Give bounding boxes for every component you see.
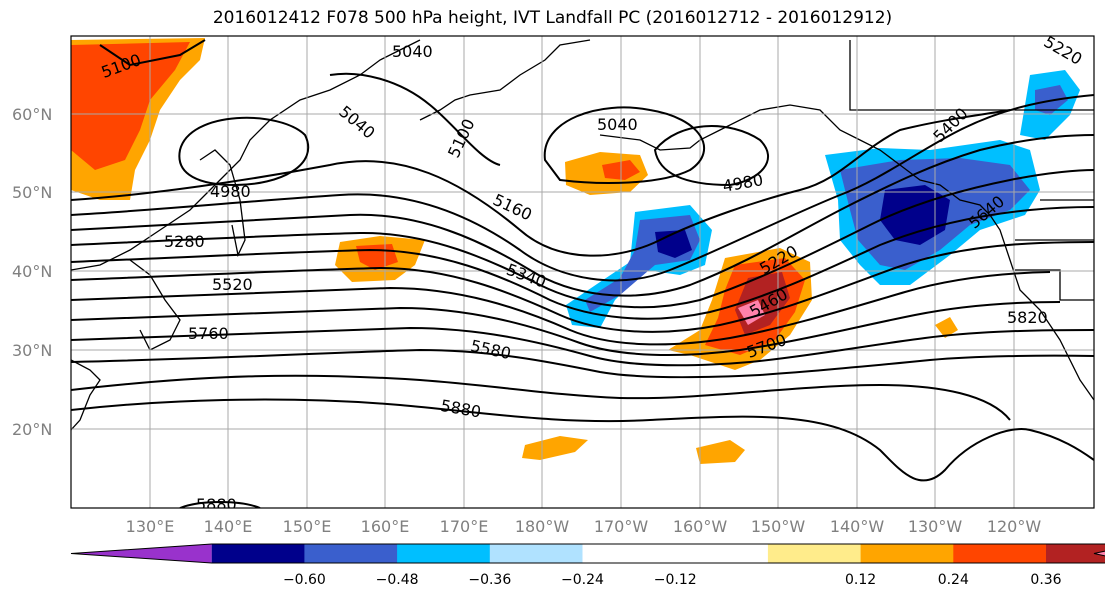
contour-label: 5820 (1007, 308, 1048, 327)
longitude-labels: 130°E 140°E 150°E 160°E 170°E 180°W 170°… (126, 517, 1042, 536)
lon-label: 160°W (673, 517, 728, 536)
ivt-positive-region (935, 317, 958, 338)
contour-label: 5760 (188, 324, 229, 343)
colorbar-tick-label: 0.36 (1030, 572, 1061, 588)
lon-label: 130°W (908, 517, 963, 536)
ivt-positive-region (522, 436, 588, 460)
colorbar-swatch (211, 544, 305, 563)
lon-label: 130°E (126, 517, 175, 536)
graticule (71, 36, 1094, 508)
contour-label: 5520 (212, 275, 253, 294)
colorbar-swatch (489, 544, 583, 563)
contour-label: 5280 (164, 232, 205, 251)
colorbar-swatch (304, 544, 398, 563)
lat-label: 40°N (12, 262, 52, 281)
colorbar-swatch (1094, 551, 1105, 556)
contour-label: 4980 (210, 182, 251, 201)
lon-label: 150°E (283, 517, 332, 536)
lon-label: 170°E (440, 517, 489, 536)
colorbar-tick-label: −0.12 (654, 572, 697, 588)
lat-label: 60°N (12, 105, 52, 124)
map-frame (70, 35, 1095, 509)
colorbar-swatch (953, 544, 1047, 563)
colorbar-swatch (582, 544, 676, 563)
colorbar-swatch (71, 544, 212, 563)
contour-label: 5040 (392, 42, 433, 61)
lon-label: 120°W (987, 517, 1042, 536)
lat-label: 30°N (12, 341, 52, 360)
lon-label: 170°W (594, 517, 649, 536)
colorbar-tick-label: −0.60 (283, 572, 326, 588)
lon-label: 160°E (361, 517, 410, 536)
lat-label: 50°N (12, 183, 52, 202)
colorbar-swatch (675, 544, 769, 563)
colorbar: −0.60−0.48−0.36−0.24−0.120.120.240.360.4… (70, 543, 1105, 588)
colorbar-tick-label: −0.48 (376, 572, 419, 588)
colorbar-tick-label: −0.36 (468, 572, 511, 588)
colorbar-outline (70, 543, 1105, 564)
lon-label: 140°E (204, 517, 253, 536)
colorbar-tick-label: −0.24 (561, 572, 604, 588)
colorbar-tick-label: 0.12 (845, 572, 876, 588)
colorbar-swatch (860, 544, 954, 563)
ivt-positive-region (696, 440, 745, 464)
lon-label: 140°W (830, 517, 885, 536)
contour-label: 5040 (597, 115, 638, 134)
colorbar-swatch (1046, 544, 1105, 563)
map-area (71, 36, 1094, 508)
colorbar-tick-label: 0.24 (938, 572, 969, 588)
colorbar-swatch (397, 544, 491, 563)
lat-label: 20°N (12, 420, 52, 439)
latitude-labels: 60°N 50°N 40°N 30°N 20°N (12, 105, 52, 439)
ivt-positive-region (71, 42, 190, 170)
colorbar-swatch (767, 544, 862, 563)
height-contours (71, 39, 1094, 508)
contour-label: 5880 (196, 495, 237, 514)
lon-label: 180°W (515, 517, 570, 536)
map-title: 2016012412 F078 500 hPa height, IVT Land… (212, 8, 893, 28)
lon-label: 150°W (751, 517, 806, 536)
